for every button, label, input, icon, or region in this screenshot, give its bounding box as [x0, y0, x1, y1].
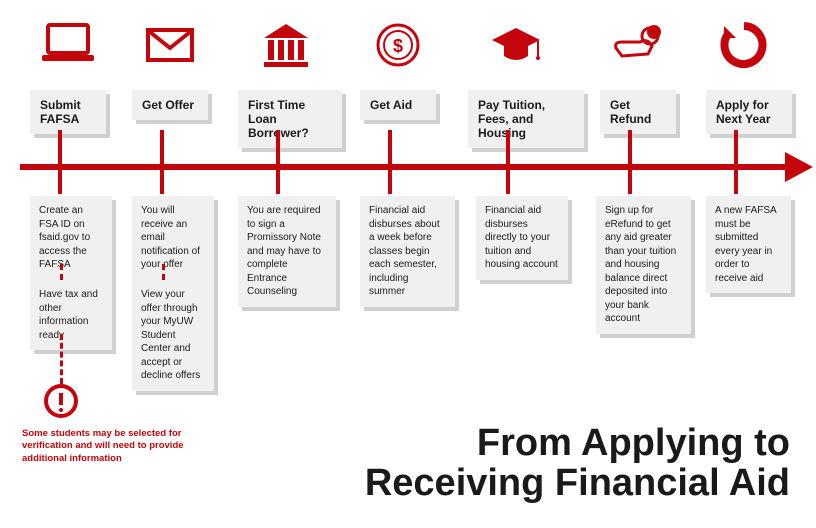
tick [388, 130, 392, 194]
timeline-arrow [20, 164, 790, 170]
tick [58, 130, 62, 194]
desc-1b: Have tax and other information ready [30, 280, 112, 350]
main-title: From Applying to Receiving Financial Aid [365, 424, 790, 504]
step-3-label: First Time Loan Borrower? [238, 90, 342, 148]
bank-icon [256, 20, 316, 70]
dash-connector [162, 264, 165, 280]
alert-icon [44, 384, 78, 418]
tick [628, 130, 632, 194]
hand-money-icon [608, 20, 668, 70]
laptop-icon [38, 20, 98, 70]
step-5-label: Pay Tuition, Fees, and Housing [468, 90, 584, 148]
desc-2a: You will receive an email notification o… [132, 196, 214, 280]
tick [506, 130, 510, 194]
envelope-icon [140, 20, 200, 70]
step-6-label: Get Refund [600, 90, 676, 134]
desc-7a: A new FAFSA must be submitted every year… [706, 196, 791, 293]
mortarboard-icon [486, 20, 546, 70]
step-1-label: Submit FAFSA [30, 90, 106, 134]
timeline-arrowhead [785, 152, 813, 182]
desc-3a: You are required to sign a Promissory No… [238, 196, 336, 307]
desc-2b: View your offer through your MyUW Studen… [132, 280, 214, 391]
step-2-label: Get Offer [132, 90, 208, 120]
dollar-icon: $ [368, 20, 428, 70]
title-line2: Receiving Financial Aid [365, 464, 790, 504]
step-7-label: Apply for Next Year [706, 90, 792, 134]
icon-row: $ [0, 20, 816, 80]
desc-1a: Create an FSA ID on fsaid.gov to access … [30, 196, 112, 280]
alert-text: Some students may be selected for verifi… [22, 428, 212, 465]
dash-connector [60, 334, 63, 384]
cycle-icon [714, 20, 774, 70]
title-line1: From Applying to [365, 424, 790, 464]
desc-5a: Financial aid disburses directly to your… [476, 196, 568, 280]
desc-4a: Financial aid disburses about a week bef… [360, 196, 455, 307]
tick [276, 130, 280, 194]
tick [734, 130, 738, 194]
step-4-label: Get Aid [360, 90, 436, 120]
dash-connector [60, 264, 63, 280]
svg-text:$: $ [393, 36, 403, 56]
tick [160, 130, 164, 194]
desc-6a: Sign up for eRefund to get any aid great… [596, 196, 691, 334]
